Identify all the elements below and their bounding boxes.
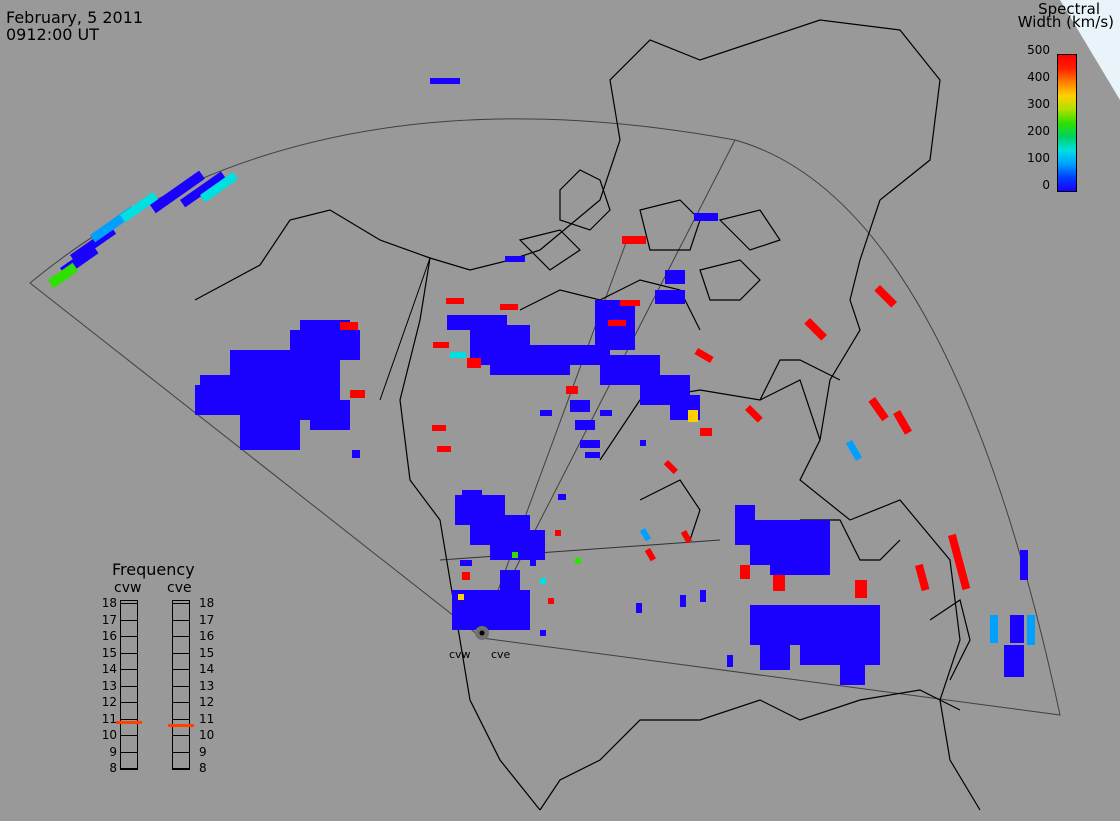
colorbar-tick: 100 (1027, 151, 1050, 165)
freq-tick-cve: 15 (199, 645, 215, 660)
echoes-central-canada (432, 213, 718, 458)
corner-mask (1060, 0, 1120, 100)
freq-tick-cvw: 17 (101, 612, 117, 627)
freq-tick-cve: 17 (199, 612, 215, 627)
freq-tick-cve: 9 (199, 744, 207, 759)
freq-tick-cve: 16 (199, 629, 215, 643)
colorbar-title-line2: Width (km/s) (1017, 13, 1114, 31)
colorbar-tick: 0 (1042, 178, 1050, 192)
colorbar-tick: 400 (1027, 70, 1050, 84)
time-label: 0912:00 UT (6, 25, 100, 44)
echoes-alaska (195, 320, 365, 458)
freq-tick-line (121, 636, 137, 637)
freq-tick-cve: 13 (199, 678, 215, 693)
freq-tick-cvw: 8 (109, 761, 117, 775)
freq-tick-cve: 11 (199, 711, 215, 726)
freq-tick-line (121, 718, 137, 720)
freq-tick-cvw: 13 (101, 678, 117, 693)
latitude-line (439, 539, 721, 561)
date-label: February, 5 2011 (6, 8, 144, 27)
site-label-cvw: cvw (449, 648, 471, 661)
freq-tick-cve: 14 (199, 662, 215, 676)
freq-station-cve: cve (167, 580, 192, 596)
freq-tick-line (173, 603, 189, 604)
spectral-width-colorbar (1057, 54, 1077, 192)
radar-fov-outline (29, 118, 1061, 716)
freq-tick-cve: 18 (199, 596, 215, 610)
freq-tick-line (121, 652, 137, 654)
freq-tick-line (121, 735, 137, 736)
freq-tick-line (173, 685, 189, 687)
coastlines (194, 19, 981, 811)
freq-tick-cvw: 18 (101, 596, 117, 610)
freq-tick-line (173, 718, 189, 720)
freq-marker-cvw (116, 720, 142, 724)
freq-tick-line (173, 669, 189, 670)
freq-tick-cvw: 11 (101, 711, 117, 726)
colorbar-tick: 200 (1027, 124, 1050, 138)
echoes-east-canada (639, 285, 913, 562)
freq-tick-cvw: 15 (101, 645, 117, 660)
freq-tick-line (173, 619, 189, 621)
freq-tick-line (173, 636, 189, 637)
freq-tick-line (121, 619, 137, 621)
colorbar-tick: 300 (1027, 97, 1050, 111)
freq-tick-line (121, 669, 137, 670)
freq-tick-cvw: 14 (101, 662, 117, 676)
echoes-west-coast (452, 490, 581, 636)
freq-tick-cve: 12 (199, 695, 215, 709)
border-line-alaska (379, 257, 431, 401)
site-label-cve: cve (491, 648, 511, 661)
freq-tick-cvw: 16 (101, 629, 117, 643)
freq-marker-cve (168, 724, 194, 728)
freq-tick-line (121, 685, 137, 687)
freq-tick-line (173, 735, 189, 736)
freq-bar-cve (172, 600, 190, 770)
freq-tick-line (173, 768, 189, 769)
freq-tick-cvw: 12 (101, 695, 117, 709)
echoes-northwest (48, 78, 460, 289)
freq-tick-cvw: 10 (101, 728, 117, 742)
radar-site-dot (479, 630, 485, 636)
freq-tick-cvw: 9 (109, 744, 117, 759)
freq-tick-line (121, 702, 137, 703)
freq-tick-line (173, 702, 189, 703)
freq-tick-cve: 8 (199, 761, 207, 775)
freq-tick-line (121, 768, 137, 769)
freq-tick-line (121, 603, 137, 604)
freq-tick-line (121, 751, 137, 753)
freq-tick-cve: 10 (199, 728, 215, 742)
echoes-east-us (636, 505, 1035, 685)
freq-bar-cvw (120, 600, 138, 770)
frequency-title: Frequency (112, 560, 195, 579)
colorbar-title-line1: Spectral (1038, 0, 1100, 18)
freq-tick-line (173, 751, 189, 753)
colorbar-tick: 500 (1027, 43, 1050, 57)
freq-tick-line (173, 652, 189, 654)
freq-station-cvw: cvw (114, 580, 142, 596)
